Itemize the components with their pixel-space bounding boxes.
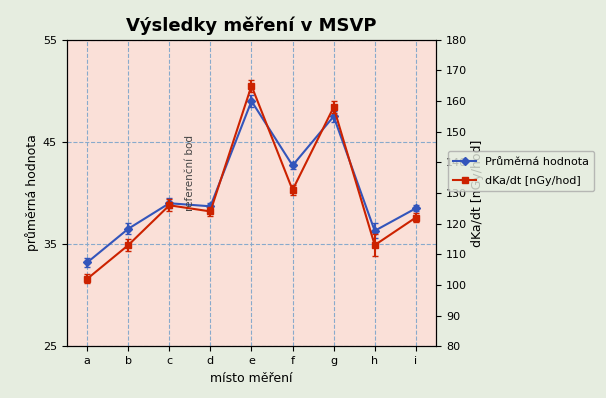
- Text: referenční bod: referenční bod: [185, 135, 195, 211]
- Legend: Průměrná hodnota, dKa/dt [nGy/hod]: Průměrná hodnota, dKa/dt [nGy/hod]: [448, 151, 594, 191]
- Y-axis label: průměrná hodnota: průměrná hodnota: [25, 135, 39, 252]
- Title: Výsledky měření v MSVP: Výsledky měření v MSVP: [126, 17, 377, 35]
- X-axis label: místo měření: místo měření: [210, 372, 293, 384]
- Y-axis label: dKa/dt [nGy/hod]: dKa/dt [nGy/hod]: [471, 139, 484, 247]
